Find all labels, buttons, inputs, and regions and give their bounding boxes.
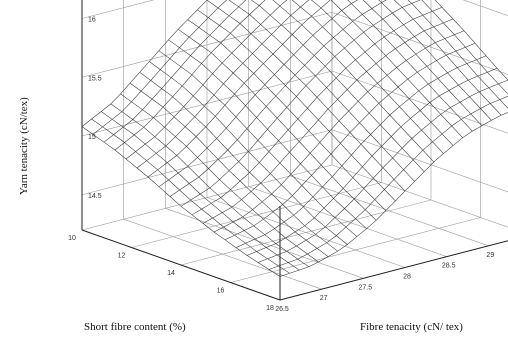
surface-mesh-line (129, 82, 329, 257)
side-wall-gridline (331, 129, 508, 193)
surface-mesh-line (407, 0, 508, 109)
y-axis-label: Fibre tenacity (cN/ tex) (360, 321, 463, 333)
surface-mesh-line (191, 7, 443, 216)
z-axis-label: Yarn tenacity (cN/tex) (18, 97, 30, 195)
x-tick-label: 12 (118, 253, 126, 260)
surface-mesh-line (149, 61, 348, 245)
surface-mesh-line (228, 0, 415, 182)
x-tick-label: 16 (217, 288, 225, 295)
surface-mesh-line (136, 0, 310, 169)
surface-mesh-line (178, 29, 377, 221)
surface-mesh-line (279, 112, 508, 277)
surface-mesh-line (250, 0, 425, 172)
surface-mesh-line (434, 0, 508, 81)
surface-mesh-line (378, 0, 492, 121)
y-tick-label: 28 (403, 274, 411, 281)
surface-mesh-line (187, 19, 386, 211)
axes (81, 0, 508, 301)
surface-mesh-line (206, 0, 406, 192)
surface-mesh-line (158, 50, 358, 237)
x-tick-label: 18 (266, 305, 274, 312)
surface-mesh-line (347, 0, 473, 132)
floor-gridline (230, 217, 481, 283)
y-tick-label: 26.5 (275, 306, 289, 313)
surface-mesh-line (125, 0, 288, 160)
y-tick-label: 27 (320, 295, 328, 302)
surface-mesh-line (120, 93, 319, 263)
surface-mesh-line (110, 103, 309, 268)
y-tick-label: 28.5 (442, 263, 456, 270)
surface-mesh-line (272, 0, 435, 163)
surface-mesh-line (311, 0, 454, 146)
surface-mesh-line (291, 0, 444, 154)
floor-gridline (180, 199, 432, 266)
back-grid (81, 0, 508, 301)
y-tick-label: 29 (486, 252, 494, 259)
surface-mesh (81, 0, 508, 277)
x-axis-line (81, 229, 281, 301)
surface-mesh-line (197, 9, 396, 202)
surface-mesh-line (330, 0, 463, 138)
surface-mesh-line (139, 72, 338, 252)
floor-gridline (131, 182, 382, 248)
surface-mesh-line (101, 111, 300, 271)
surface-mesh-line (91, 118, 290, 274)
z-tick-label: 16 (88, 17, 96, 24)
side-wall-gridline (331, 11, 508, 75)
floor-gridline (81, 164, 333, 231)
z-tick-label: 15 (88, 134, 96, 141)
surface-mesh-line (393, 0, 502, 116)
x-tick-label: 14 (167, 270, 175, 277)
surface-mesh-line (81, 126, 281, 277)
surface-mesh-line (421, 0, 508, 95)
surface-mesh-line (268, 95, 508, 270)
x-tick-label: 10 (68, 235, 76, 242)
floor-gridline (279, 240, 508, 301)
y-tick-label: 27.5 (359, 284, 373, 291)
surface-mesh-line (168, 39, 367, 229)
z-tick-label: 14.5 (88, 193, 102, 200)
tick-labels: 14.5 15 15.5 16 10 12 14 16 18 26.5 27 27.5 28 28.5 29… (68, 17, 494, 314)
side-wall-gridline (462, 0, 508, 17)
y-axis-line (279, 240, 508, 301)
x-axis-label: Short fibre content (%) (84, 321, 186, 333)
surface-mesh-line (362, 0, 483, 126)
z-tick-label: 15.5 (88, 75, 102, 82)
